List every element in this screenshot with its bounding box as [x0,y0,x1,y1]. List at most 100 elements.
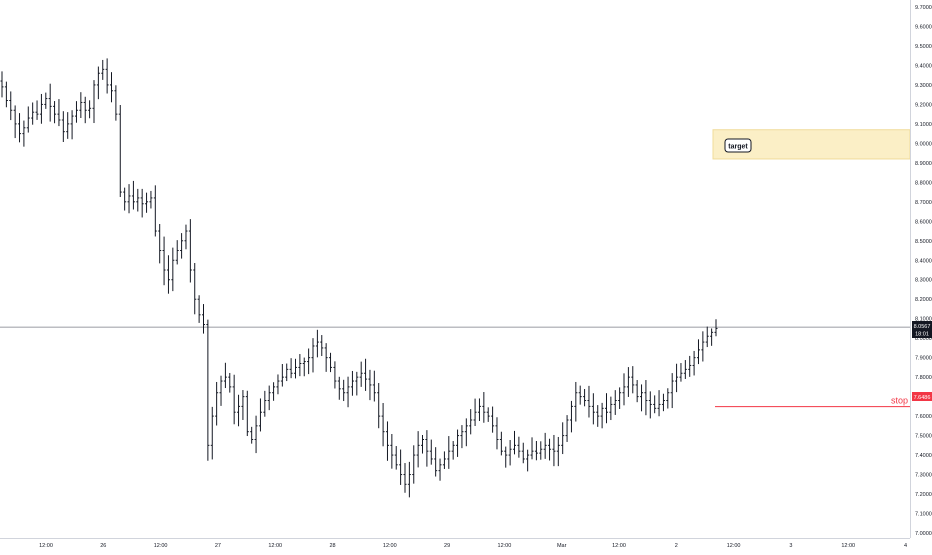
ohlc-bar [552,434,556,467]
ohlc-bar [70,110,74,140]
target-zone[interactable]: target [712,129,911,160]
ohlc-bar [548,438,552,461]
ohlc-bar [705,326,709,348]
ohlc-bar [534,441,538,461]
ohlc-bar [583,388,587,407]
ohlc-bar [22,120,26,147]
time-tick-label: 12:00 [154,543,168,549]
stop-price-tag-box [912,392,932,401]
ohlc-bar [622,373,626,406]
ohlc-bar [272,382,276,401]
ohlc-bar [556,436,560,467]
price-tick-label: 8.2000 [915,297,932,303]
price-tick-label: 7.9000 [915,356,932,362]
ohlc-bar [407,461,411,498]
time-tick-label: 12:00 [841,543,855,549]
ohlc-bar [688,355,692,377]
price-tick-label: 7.3000 [915,473,932,479]
ohlc-bar [447,436,451,469]
ohlc-bar [434,447,438,477]
ohlc-bar [609,396,613,421]
ohlc-bar [596,405,600,427]
ohlc-bar [263,390,267,417]
price-tick-label: 9.5000 [915,44,932,50]
ohlc-bar [342,379,346,402]
price-tick-label: 8.1000 [915,317,932,323]
ohlc-bar [39,93,43,124]
ohlc-bar [180,233,184,259]
ohlc-bar [438,458,442,481]
ohlc-bar [136,188,140,212]
target-label: target [728,144,748,151]
ohlc-bar [53,101,57,124]
ohlc-bar [670,373,674,409]
ohlc-bar [675,363,679,393]
ohlc-bar [710,328,714,346]
price-tick-label: 8.5000 [915,239,932,245]
ohlc-bar [385,421,389,461]
ohlc-bar [539,441,543,460]
time-tick-label: 26 [100,543,106,549]
time-tick-label: 4 [904,543,907,549]
ohlc-bar [298,354,302,377]
price-tick-label: 9.7000 [915,5,932,11]
price-tick-label: 8.0000 [915,336,932,342]
ohlc-bar [131,180,135,210]
ohlc-bar [648,391,652,419]
time-tick-label: 12:00 [612,543,626,549]
ohlc-bar [661,393,665,412]
ohlc-bar [346,376,350,408]
price-tick-label: 9.0000 [915,141,932,147]
ohlc-bar [692,350,696,376]
time-tick-label: 12:00 [39,543,53,549]
ohlc-bar [368,369,372,401]
ohlc-bar [600,402,604,429]
ohlc-bar [145,192,149,213]
ohlc-bar [123,187,127,211]
time-axis[interactable]: 12:00 26 12:00 27 12:00 28 12:00 29 12:00 Mar 12:0… [39,543,907,549]
ohlc-bar [451,441,455,460]
ohlc-bar [57,99,61,127]
ohlc-bar [626,367,630,397]
ohlc-bar [184,224,188,250]
ohlc-bar [61,111,65,143]
ohlc-bar [74,101,78,123]
ohlc-bar [543,432,547,459]
ohlc-bar [701,331,705,362]
time-tick-label: 12:00 [383,543,397,549]
stop-level[interactable]: stop [715,396,910,408]
ohlc-bar [215,381,219,426]
ohlc-bar [153,185,157,237]
ohlc-bar [223,362,227,389]
ohlc-bar [473,398,477,426]
ohlc-bar [591,393,595,425]
ohlc-bar [13,105,17,139]
ohlc-bar [48,83,52,122]
last-price-label: 8.0567 [914,324,931,330]
ohlc-bar [118,104,122,198]
ohlc-bar [381,403,385,447]
ohlc-bar [66,112,70,139]
ohlc-bar [88,100,92,119]
ohlc-bar [114,85,118,121]
ohlc-bar [486,407,490,422]
ohlc-bar [4,81,8,108]
ohlc-bar [635,380,639,403]
time-tick-label: Mar [557,543,567,549]
ohlc-bar [31,102,35,125]
ohlc-bar [495,417,499,450]
ohlc-bar [289,358,293,379]
time-tick-label: 3 [789,543,792,549]
ohlc-bar [657,390,661,417]
ohlc-bar [241,390,245,420]
price-tick-label: 8.4000 [915,258,932,264]
time-tick-label: 12:00 [498,543,512,549]
ohlc-bar [412,445,416,484]
price-tick-label: 8.6000 [915,219,932,225]
ohlc-bar [403,463,407,493]
ohlc-bar [140,188,144,218]
ohlc-bar [604,393,608,424]
ohlc-bar [696,339,700,365]
